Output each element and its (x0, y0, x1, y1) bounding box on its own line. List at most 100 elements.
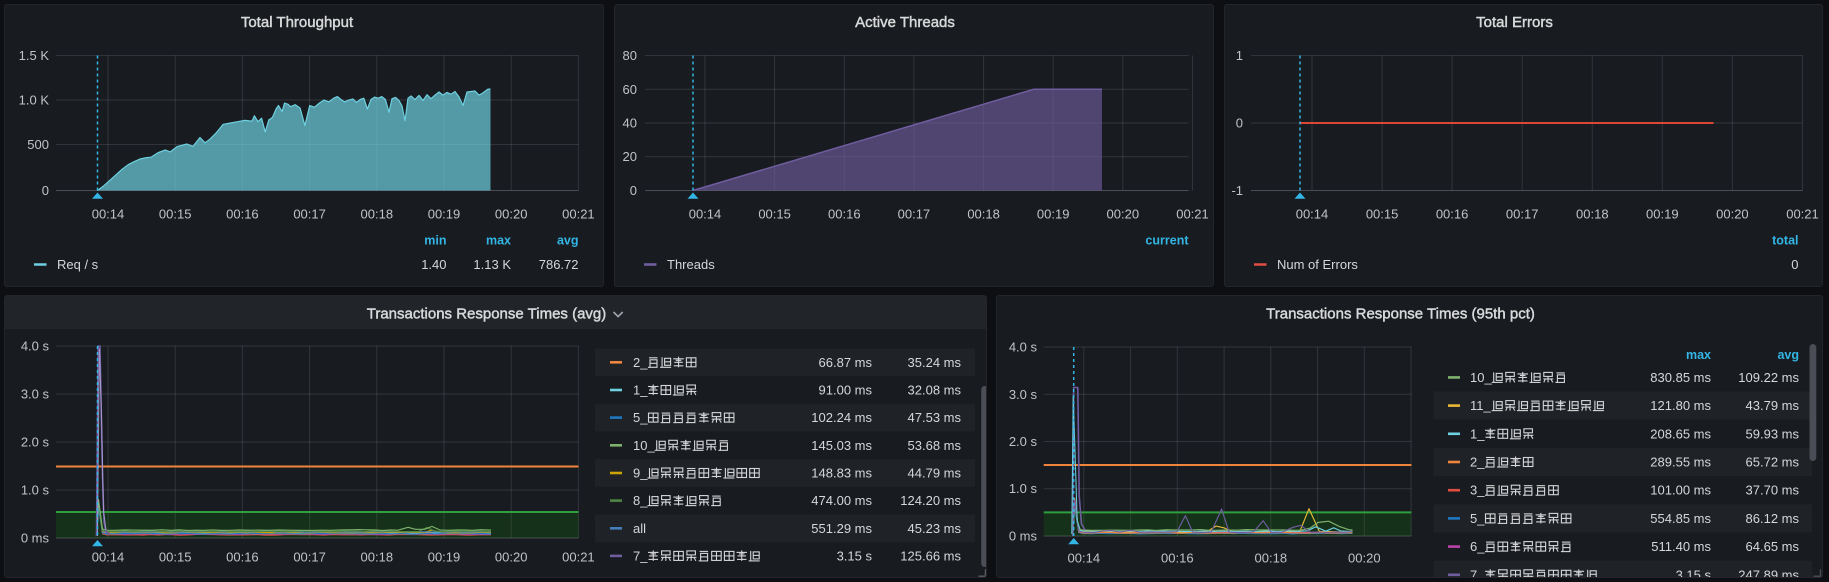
svg-text:00:16: 00:16 (1436, 207, 1469, 222)
svg-text:830.85 ms: 830.85 ms (1650, 370, 1711, 385)
svg-text:00:20: 00:20 (1107, 207, 1140, 222)
svg-text:500: 500 (27, 137, 49, 152)
svg-text:511.40 ms: 511.40 ms (1651, 539, 1711, 554)
svg-text:max: max (486, 234, 511, 248)
svg-text:00:16: 00:16 (226, 550, 259, 565)
svg-text:3.0 s: 3.0 s (1009, 387, 1038, 402)
svg-text:avg: avg (1777, 348, 1799, 362)
svg-text:current: current (1145, 234, 1189, 248)
svg-text:1.0 K: 1.0 K (19, 93, 50, 108)
svg-text:121.80 ms: 121.80 ms (1650, 398, 1711, 413)
svg-text:1.0 s: 1.0 s (1009, 481, 1038, 496)
svg-text:86.12 ms: 86.12 ms (1746, 511, 1800, 526)
svg-text:0 ms: 0 ms (21, 531, 50, 546)
svg-text:00:17: 00:17 (1506, 207, 1539, 222)
svg-text:0 ms: 0 ms (1009, 529, 1038, 544)
svg-text:00:14: 00:14 (92, 207, 125, 222)
svg-text:6_: 6_ (1470, 539, 1485, 554)
svg-text:00:14: 00:14 (92, 550, 125, 565)
svg-text:289.55 ms: 289.55 ms (1650, 455, 1711, 470)
svg-text:0: 0 (630, 183, 637, 198)
svg-text:Transactions Response Times (a: Transactions Response Times (avg) (367, 306, 607, 323)
svg-text:00:19: 00:19 (428, 207, 461, 222)
svg-text:80: 80 (623, 48, 637, 63)
svg-text:44.79 ms: 44.79 ms (908, 466, 962, 481)
svg-text:474.00 ms: 474.00 ms (811, 493, 872, 508)
svg-text:64.65 ms: 64.65 ms (1746, 539, 1800, 554)
svg-text:00:18: 00:18 (361, 207, 394, 222)
svg-text:avg: avg (557, 234, 579, 248)
svg-text:Transactions Response Times (9: Transactions Response Times (95th pct) (1266, 306, 1535, 323)
svg-text:00:18: 00:18 (1255, 551, 1288, 566)
svg-text:Active Threads: Active Threads (855, 14, 955, 31)
svg-text:Threads: Threads (667, 257, 715, 272)
svg-text:00:18: 00:18 (967, 207, 1000, 222)
svg-text:Req / s: Req / s (57, 257, 99, 272)
svg-text:total: total (1772, 234, 1798, 248)
svg-text:2.0 s: 2.0 s (21, 435, 50, 450)
svg-text:1.40: 1.40 (421, 257, 446, 272)
svg-text:37.70 ms: 37.70 ms (1746, 483, 1800, 498)
svg-text:00:14: 00:14 (1068, 551, 1101, 566)
svg-text:4.0 s: 4.0 s (21, 339, 50, 354)
svg-text:2_: 2_ (633, 355, 648, 370)
svg-text:1.13 K: 1.13 K (473, 257, 511, 272)
svg-text:00:15: 00:15 (159, 207, 192, 222)
svg-text:109.22 ms: 109.22 ms (1738, 370, 1799, 385)
svg-text:5_: 5_ (1470, 511, 1485, 526)
svg-text:1.5 K: 1.5 K (19, 48, 50, 63)
svg-text:208.65 ms: 208.65 ms (1650, 426, 1711, 441)
svg-text:101.00 ms: 101.00 ms (1650, 483, 1711, 498)
svg-text:2.0 s: 2.0 s (1009, 434, 1038, 449)
svg-text:125.66 ms: 125.66 ms (900, 548, 961, 563)
svg-text:Num of Errors: Num of Errors (1277, 257, 1358, 272)
svg-text:1_: 1_ (1470, 426, 1485, 441)
svg-text:10_: 10_ (633, 438, 655, 453)
svg-text:47.53 ms: 47.53 ms (908, 410, 962, 425)
svg-text:59.93 ms: 59.93 ms (1746, 426, 1800, 441)
svg-text:00:18: 00:18 (361, 550, 394, 565)
svg-text:00:19: 00:19 (428, 550, 461, 565)
svg-text:45.23 ms: 45.23 ms (908, 521, 962, 536)
svg-text:00:15: 00:15 (159, 550, 192, 565)
svg-text:00:17: 00:17 (898, 207, 931, 222)
svg-text:554.85 ms: 554.85 ms (1650, 511, 1711, 526)
svg-text:1.0 s: 1.0 s (21, 483, 50, 498)
svg-text:0: 0 (1791, 257, 1798, 272)
svg-text:4.0 s: 4.0 s (1009, 340, 1038, 355)
svg-text:00:17: 00:17 (293, 207, 326, 222)
svg-text:102.24 ms: 102.24 ms (811, 410, 872, 425)
svg-text:00:21: 00:21 (562, 207, 595, 222)
svg-text:11_: 11_ (1470, 398, 1491, 413)
svg-text:00:15: 00:15 (758, 207, 791, 222)
svg-text:9_: 9_ (633, 466, 648, 481)
svg-text:7_: 7_ (633, 548, 648, 563)
svg-text:min: min (424, 234, 446, 248)
svg-text:8_: 8_ (633, 493, 648, 508)
svg-text:148.83 ms: 148.83 ms (811, 466, 872, 481)
svg-text:1_: 1_ (633, 383, 648, 398)
svg-text:60: 60 (623, 82, 637, 97)
svg-text:551.29 ms: 551.29 ms (811, 521, 872, 536)
svg-text:00:14: 00:14 (689, 207, 722, 222)
svg-text:35.24 ms: 35.24 ms (908, 355, 962, 370)
svg-text:3.15 s: 3.15 s (837, 548, 873, 563)
svg-text:00:20: 00:20 (1716, 207, 1749, 222)
svg-text:Total Errors: Total Errors (1476, 14, 1553, 31)
svg-text:00:20: 00:20 (495, 550, 528, 565)
svg-text:00:19: 00:19 (1646, 207, 1679, 222)
svg-text:00:16: 00:16 (1161, 551, 1194, 566)
svg-text:00:21: 00:21 (562, 550, 595, 565)
svg-text:00:21: 00:21 (1786, 207, 1819, 222)
svg-text:65.72 ms: 65.72 ms (1746, 455, 1800, 470)
svg-text:3_: 3_ (1470, 483, 1485, 498)
svg-text:66.87 ms: 66.87 ms (819, 355, 873, 370)
svg-text:0: 0 (42, 183, 49, 198)
svg-text:max: max (1686, 348, 1711, 362)
svg-text:00:16: 00:16 (828, 207, 861, 222)
svg-text:786.72: 786.72 (539, 257, 579, 272)
svg-text:-1: -1 (1231, 183, 1243, 198)
svg-text:all: all (633, 521, 646, 536)
svg-text:40: 40 (623, 116, 637, 131)
svg-text:00:17: 00:17 (293, 550, 326, 565)
